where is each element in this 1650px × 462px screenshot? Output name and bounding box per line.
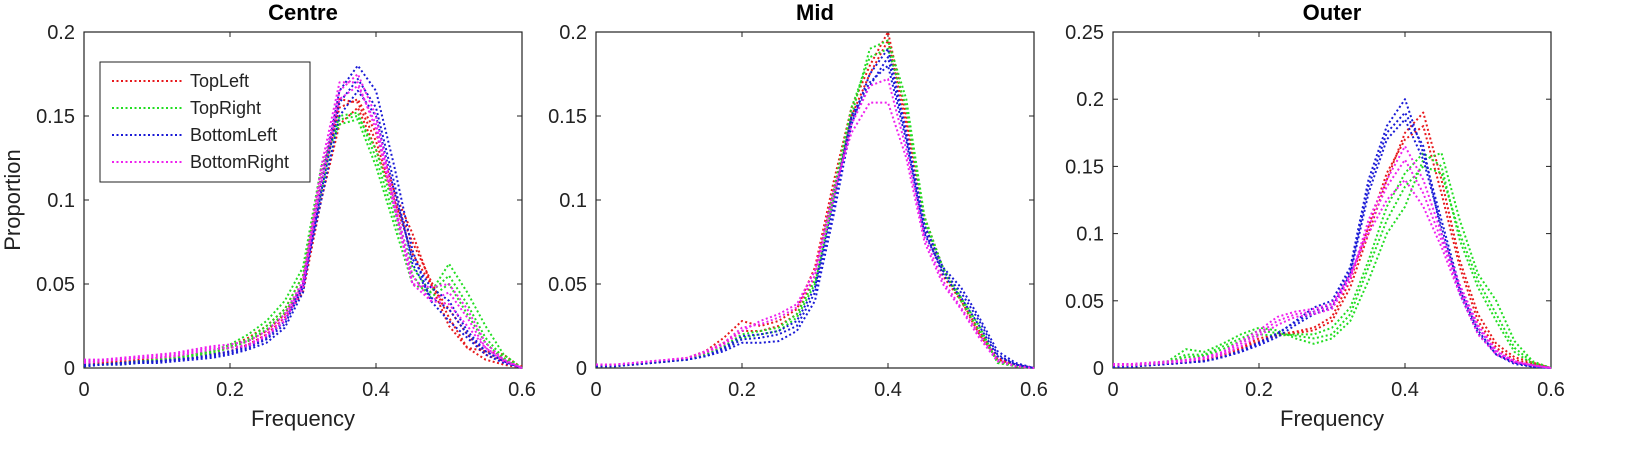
x-tick-label: 0.4 bbox=[362, 379, 390, 401]
series-line-bottomright bbox=[84, 81, 523, 369]
x-tick-label: 0 bbox=[590, 379, 601, 401]
chart-title: Outer bbox=[1303, 0, 1362, 25]
series-line-topleft bbox=[595, 31, 1035, 369]
x-tick-label: 0.2 bbox=[1245, 379, 1273, 401]
x-tick-label: 0.2 bbox=[216, 379, 244, 401]
y-axis-label: Proportion bbox=[0, 149, 25, 251]
legend-label: BottomRight bbox=[190, 152, 289, 172]
y-tick-label: 0.1 bbox=[559, 190, 587, 212]
legend-label: TopLeft bbox=[190, 71, 249, 91]
legend-label: BottomLeft bbox=[190, 125, 277, 145]
y-tick-label: 0.05 bbox=[1065, 291, 1104, 313]
series-line-bottomleft bbox=[596, 47, 1035, 369]
x-tick-label: 0.6 bbox=[1020, 379, 1048, 401]
x-tick-label: 0.2 bbox=[728, 379, 756, 401]
legend-label: TopRight bbox=[190, 98, 261, 118]
y-tick-label: 0 bbox=[64, 358, 75, 380]
y-tick-label: 0.2 bbox=[1076, 89, 1104, 111]
series-line-bottomright bbox=[596, 78, 1035, 369]
series-line-bottomright bbox=[1113, 145, 1552, 369]
x-tick-label: 0.6 bbox=[1537, 379, 1565, 401]
y-tick-label: 0.2 bbox=[559, 22, 587, 44]
legend: TopLeft TopRight BottomLeft BottomRight bbox=[99, 61, 311, 183]
x-axis-label: Frequency bbox=[251, 406, 355, 431]
y-tick-label: 0.1 bbox=[1076, 224, 1104, 246]
y-tick-label: 0 bbox=[1093, 358, 1104, 380]
series-line-bottomleft bbox=[596, 56, 1035, 369]
x-axis-label: Frequency bbox=[1280, 406, 1384, 431]
chart-title: Mid bbox=[796, 0, 834, 25]
series-line-topleft bbox=[1112, 111, 1552, 369]
series-line-topright bbox=[1112, 165, 1552, 369]
series-line-bottomright bbox=[83, 73, 523, 369]
x-tick-label: 0.6 bbox=[508, 379, 536, 401]
plot-frame bbox=[1112, 31, 1552, 369]
y-tick-label: 0.15 bbox=[1065, 156, 1104, 178]
series-line-topleft bbox=[595, 39, 1035, 369]
x-tick-label: 0 bbox=[1107, 379, 1118, 401]
panel-outer: Outer 0 0.2 0.4 0.6 0 0.05 0.1 0.15 0.2 0.25 Freque… bbox=[1065, 0, 1565, 431]
y-tick-label: 0.05 bbox=[36, 274, 75, 296]
y-tick-label: 0.25 bbox=[1065, 22, 1104, 44]
series-line-topright bbox=[596, 47, 1035, 369]
series-line-bottomleft bbox=[596, 64, 1035, 369]
y-tick-label: 0 bbox=[576, 358, 587, 380]
x-tick-label: 0 bbox=[78, 379, 89, 401]
y-tick-label: 0.15 bbox=[36, 106, 75, 128]
panel-mid: Mid 0 0.2 0.4 0.6 0 0.05 0.1 0.15 0.2 bbox=[548, 0, 1048, 401]
plot-frame bbox=[595, 31, 1035, 369]
panel-centre: Centre 0 0.2 0.4 0.6 0 0.05 0.1 0.15 0.2 Frequency… bbox=[0, 0, 536, 431]
series-line-bottomleft bbox=[83, 64, 523, 369]
series-line-topright bbox=[1112, 152, 1552, 369]
y-tick-label: 0.15 bbox=[548, 106, 587, 128]
series-line-topright bbox=[596, 39, 1035, 369]
y-tick-label: 0.2 bbox=[47, 22, 75, 44]
y-tick-label: 0.1 bbox=[47, 190, 75, 212]
series-line-bottomright bbox=[1112, 158, 1552, 369]
series-line-bottomleft bbox=[1113, 111, 1552, 369]
chart-title: Centre bbox=[268, 0, 338, 25]
series-line-topleft bbox=[1112, 125, 1552, 369]
x-tick-label: 0.4 bbox=[874, 379, 902, 401]
y-tick-label: 0.05 bbox=[548, 274, 587, 296]
series-line-bottomright bbox=[83, 84, 523, 369]
series-line-bottomright bbox=[596, 101, 1035, 369]
series-line-topright bbox=[1112, 152, 1552, 369]
x-tick-label: 0.4 bbox=[1391, 379, 1419, 401]
